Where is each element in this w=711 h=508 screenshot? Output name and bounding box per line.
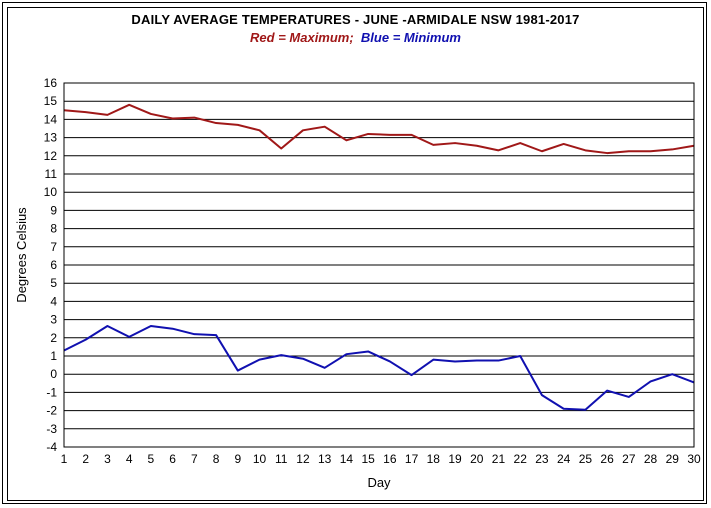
y-tick-label: 11 (45, 167, 58, 181)
subtitle-blue-word: Blue (360, 30, 390, 45)
x-tick-label: 11 (275, 452, 288, 466)
x-tick-labels: 1 2 3 4 5 6 7 8 9 10 11 12 13 14 15 16 17 18 19 20 21 22 23 24 2… (61, 452, 701, 466)
grid-lines (64, 82, 694, 448)
subtitle-blue-text: = Minimum (389, 30, 461, 45)
x-tick-label: 23 (535, 452, 549, 466)
chart-inner-border (7, 7, 704, 501)
y-tick-label: 7 (50, 240, 57, 254)
x-tick-label: 8 (213, 452, 220, 466)
y-tick-label: 3 (50, 313, 57, 327)
series-line-maximum (63, 103, 695, 155)
x-tick-label: 29 (666, 452, 680, 466)
x-tick-label: 10 (253, 452, 267, 466)
x-tick-label: 21 (492, 452, 506, 466)
y-tick-label: 6 (50, 258, 57, 272)
subtitle-red-text: = Maximum; (274, 30, 361, 45)
x-tick-label: 9 (234, 452, 241, 466)
x-tick-label: 20 (470, 452, 484, 466)
x-tick-label: 28 (644, 452, 658, 466)
x-tick-label: 13 (318, 452, 332, 466)
y-tick-label: 16 (44, 76, 58, 90)
x-tick-label: 22 (514, 452, 528, 466)
chart-subtitle: Red = Maximum; Blue = Minimum (0, 30, 711, 45)
x-tick-label: 17 (405, 452, 419, 466)
x-tick-label: 1 (61, 452, 68, 466)
y-tick-label: 2 (50, 331, 57, 345)
x-tick-label: 30 (687, 452, 701, 466)
y-tick-label: -4 (46, 440, 57, 454)
y-tick-label: 1 (50, 349, 57, 363)
y-tick-label: -3 (46, 422, 57, 436)
x-tick-label: 19 (448, 452, 462, 466)
x-tick-label: 18 (427, 452, 441, 466)
x-tick-label: 6 (169, 452, 176, 466)
chart-title: DAILY AVERAGE TEMPERATURES - JUNE -ARMID… (131, 12, 580, 27)
x-tick-label: 15 (361, 452, 375, 466)
x-tick-label: 5 (148, 452, 155, 466)
y-tick-label: -2 (46, 404, 57, 418)
y-tick-label: 9 (50, 203, 57, 217)
x-tick-label: 4 (126, 452, 133, 466)
series-lines (63, 103, 695, 411)
x-tick-label: 3 (104, 452, 111, 466)
x-tick-label: 27 (622, 452, 636, 466)
y-tick-label: 15 (44, 94, 58, 108)
plot-area-border (63, 82, 695, 448)
series-line-minimum (63, 324, 695, 411)
y-tick-label: 0 (50, 367, 57, 381)
y-tick-label: 4 (50, 294, 57, 308)
x-tick-label: 26 (600, 452, 614, 466)
x-tick-label: 2 (82, 452, 89, 466)
x-tick-label: 7 (191, 452, 198, 466)
y-tick-label: 10 (44, 185, 58, 199)
y-tick-label: -1 (46, 385, 57, 399)
chart-outer-border (2, 2, 707, 504)
y-tick-label: 5 (50, 276, 57, 290)
y-tick-label: 14 (44, 112, 58, 126)
x-tick-label: 14 (340, 452, 354, 466)
y-tick-label: 12 (44, 149, 58, 163)
y-tick-label: 8 (50, 222, 57, 236)
y-axis-title: Degrees Celsius (14, 207, 29, 303)
subtitle-red-word: Red (250, 30, 275, 45)
x-tick-label: 16 (383, 452, 397, 466)
x-tick-label: 24 (557, 452, 571, 466)
x-tick-label: 25 (579, 452, 593, 466)
x-axis-title: Day (367, 475, 391, 490)
x-tick-label: 12 (296, 452, 310, 466)
y-tick-label: 13 (44, 131, 58, 145)
